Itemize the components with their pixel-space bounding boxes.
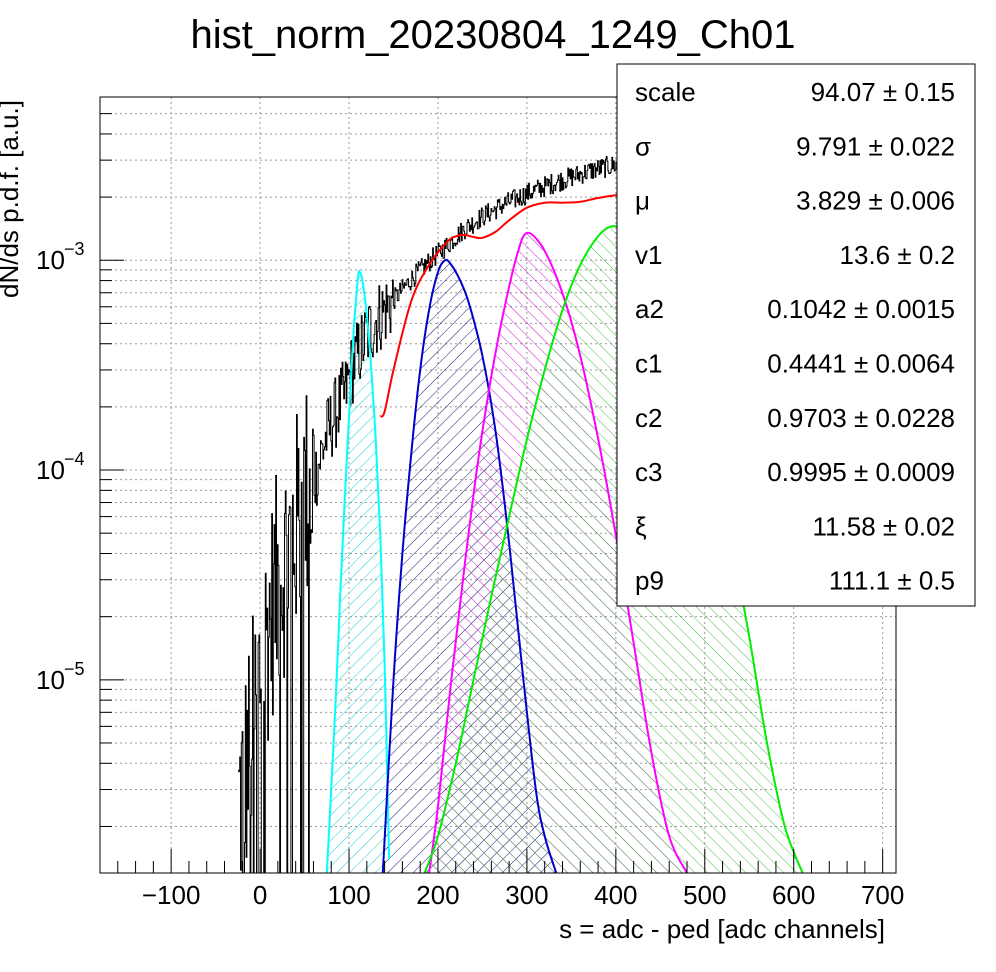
stats-row-name: μ	[635, 186, 650, 216]
stats-row-name: c1	[635, 349, 662, 379]
y-tick-base: 10	[36, 245, 65, 275]
cyan-peak-curve	[325, 270, 391, 873]
chart-title: hist_norm_20230804_1249_Ch01	[191, 13, 796, 57]
y-tick-exponent: −3	[64, 239, 85, 259]
blue-peak-curve	[381, 258, 558, 873]
stats-row-value: 0.1042 ± 0.0015	[767, 294, 955, 324]
x-tick-label: 700	[861, 880, 904, 910]
x-tick-label: −100	[142, 880, 201, 910]
green-peak-fill	[424, 226, 803, 873]
x-tick-labels: −100 0 100 200 300 400 500 600 700	[142, 880, 904, 910]
x-axis-label: s = adc - ped [adc channels]	[559, 914, 885, 944]
stats-row-value: 0.9995 ± 0.0009	[767, 457, 955, 487]
stats-row-name: a2	[635, 294, 664, 324]
stats-row-value: 3.829 ± 0.006	[796, 186, 955, 216]
series-layer	[237, 151, 875, 873]
x-tick-label: 100	[327, 880, 370, 910]
stats-row-value: 9.791 ± 0.022	[796, 131, 955, 161]
stats-row-name: c3	[635, 457, 662, 487]
stats-row-value: 0.4441 ± 0.0064	[767, 349, 955, 379]
y-tick-label: 10 −5	[36, 659, 85, 695]
stats-row-value: 11.58 ± 0.02	[813, 511, 955, 541]
stats-box-frame	[616, 63, 976, 607]
y-tick-exponent: −5	[64, 659, 85, 679]
stats-row-name: v1	[635, 240, 662, 270]
stats-row-value: 94.07 ± 0.15	[811, 77, 955, 107]
stats-row-name: scale	[635, 77, 696, 107]
y-axis-label: dN/ds p.d.f. [a.u.]	[0, 100, 24, 298]
x-tick-label: 200	[416, 880, 459, 910]
y-tick-label: 10 −3	[36, 239, 85, 275]
stats-row-name: p9	[635, 566, 664, 596]
fit-stats-box: scale 94.07 ± 0.15 σ 9.791 ± 0.022 μ 3.829 ± …	[616, 63, 976, 607]
data-histogram	[237, 151, 640, 873]
cyan-peak-fill	[326, 271, 390, 873]
y-tick-labels: 10−310−410−5	[36, 239, 85, 695]
stats-row-value: 111.1 ± 0.5	[829, 566, 955, 596]
x-tick-label: 400	[594, 880, 637, 910]
y-tick-base: 10	[36, 455, 65, 485]
y-tick-exponent: −4	[64, 449, 85, 469]
stats-row-value: 13.6 ± 0.2	[840, 240, 955, 270]
x-tick-label: 600	[772, 880, 815, 910]
y-tick-base: 10	[36, 665, 65, 695]
x-tick-label: 0	[253, 880, 267, 910]
stats-row-name: c2	[635, 403, 662, 433]
stats-row-name: σ	[635, 131, 651, 161]
y-tick-label: 10 −4	[36, 449, 85, 485]
magenta-peak-curve	[428, 231, 688, 873]
x-tick-label: 300	[505, 880, 548, 910]
axis-ticks	[99, 96, 884, 873]
stats-row-name: ξ	[635, 511, 647, 541]
x-tick-label: 500	[683, 880, 726, 910]
stats-row-value: 0.9703 ± 0.0228	[767, 403, 955, 433]
